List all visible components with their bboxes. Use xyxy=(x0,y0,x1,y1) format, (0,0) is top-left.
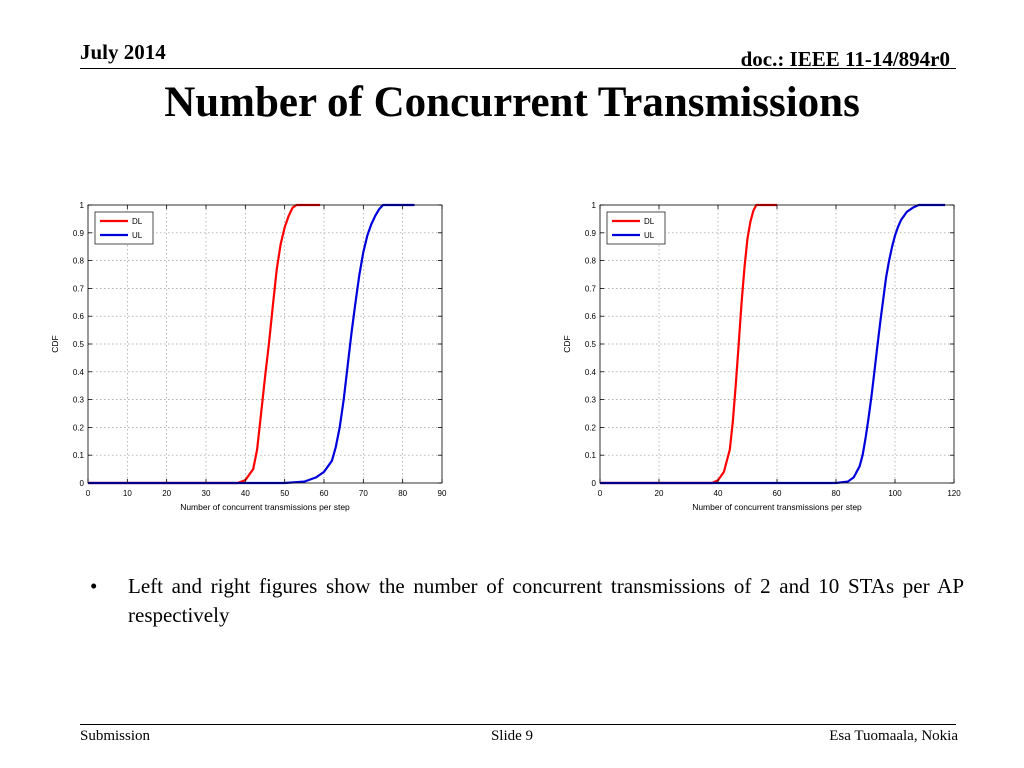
x-tick-label: 40 xyxy=(714,489,723,498)
y-tick-label: 0.3 xyxy=(585,396,597,405)
x-tick-label: 10 xyxy=(123,489,132,498)
y-tick-label: 0.9 xyxy=(585,229,597,238)
legend-box xyxy=(606,211,666,245)
x-tick-label: 0 xyxy=(86,489,91,498)
x-tick-label: 40 xyxy=(241,489,250,498)
header-divider xyxy=(80,68,956,69)
x-tick-label: 60 xyxy=(320,489,329,498)
y-axis-label: CDF xyxy=(50,335,60,352)
footer-author: Esa Tuomaala, Nokia xyxy=(829,728,958,744)
y-axis-label: CDF xyxy=(562,335,572,352)
x-axis-label: Number of concurrent transmissions per s… xyxy=(180,502,350,512)
y-tick-label: 0.2 xyxy=(73,423,85,432)
footer-divider xyxy=(80,724,956,725)
x-tick-label: 20 xyxy=(162,489,171,498)
x-tick-label: 80 xyxy=(398,489,407,498)
x-tick-label: 80 xyxy=(832,489,841,498)
legend-box xyxy=(94,211,154,245)
slide-title: Number of Concurrent Transmissions xyxy=(164,79,860,126)
y-tick-label: 0.1 xyxy=(585,451,597,460)
x-axis-label: Number of concurrent transmissions per s… xyxy=(692,502,862,512)
y-tick-label: 0.8 xyxy=(585,257,597,266)
y-tick-label: 0.5 xyxy=(585,340,597,349)
legend-label-ul: UL xyxy=(644,231,655,240)
x-tick-label: 60 xyxy=(773,489,782,498)
y-tick-label: 0.8 xyxy=(73,257,85,266)
y-tick-label: 1 xyxy=(592,201,597,210)
x-tick-label: 20 xyxy=(655,489,664,498)
y-tick-label: 0.6 xyxy=(585,312,597,321)
cdf-chart-10-stas: 0 20 40 60 80 100 120 0 0.1 0.2 0.3 0.4 0.5 0.6 0.7 0.8… xyxy=(552,190,972,520)
y-tick-label: 0.2 xyxy=(585,423,597,432)
y-tick-label: 0.3 xyxy=(73,396,85,405)
x-tick-label: 120 xyxy=(947,489,961,498)
y-tick-label: 0.5 xyxy=(73,340,85,349)
y-tick-label: 0 xyxy=(592,479,597,488)
legend-label-ul: UL xyxy=(132,231,143,240)
x-tick-label: 90 xyxy=(438,489,447,498)
x-tick-label: 70 xyxy=(359,489,368,498)
legend-label-dl: DL xyxy=(644,217,655,226)
footer-slide-number: Slide 9 xyxy=(490,728,534,744)
y-tick-label: 0.4 xyxy=(585,368,597,377)
bullet-item: Left and right figures show the number o… xyxy=(128,574,964,627)
y-tick-label: 0.1 xyxy=(73,451,85,460)
y-tick-label: 0.7 xyxy=(585,284,597,293)
y-tick-label: 0 xyxy=(80,479,85,488)
x-tick-label: 30 xyxy=(202,489,211,498)
x-tick-label: 100 xyxy=(888,489,902,498)
x-tick-label: 0 xyxy=(598,489,603,498)
y-tick-label: 0.9 xyxy=(73,229,85,238)
chart-svg: 0 20 40 60 80 100 120 0 0.1 0.2 0.3 0.4 0.5 0.6 0.7 0.8… xyxy=(562,201,961,512)
y-tick-label: 0.7 xyxy=(73,284,85,293)
cdf-chart-2-stas: 0 10 20 30 40 50 60 70 80 90 0 0.1 0.2 0.3 0.4 0.5 0.6 0.… xyxy=(40,190,460,520)
y-tick-label: 0.6 xyxy=(73,312,85,321)
bullet-marker: • xyxy=(90,574,98,598)
footer-submission: Submission xyxy=(80,728,151,744)
chart-svg: 0 10 20 30 40 50 60 70 80 90 0 0.1 0.2 0.3 0.4 0.5 0.6 0.… xyxy=(50,201,447,512)
series-line-ul xyxy=(600,203,946,485)
x-tick-label: 50 xyxy=(280,489,289,498)
legend-label-dl: DL xyxy=(132,217,143,226)
header-doc-id: doc.: IEEE 11-14/894r0 xyxy=(740,47,950,71)
header-date: July 2014 xyxy=(80,40,166,64)
y-tick-label: 1 xyxy=(80,201,85,210)
series-line-ul xyxy=(88,203,415,485)
y-tick-label: 0.4 xyxy=(73,368,85,377)
